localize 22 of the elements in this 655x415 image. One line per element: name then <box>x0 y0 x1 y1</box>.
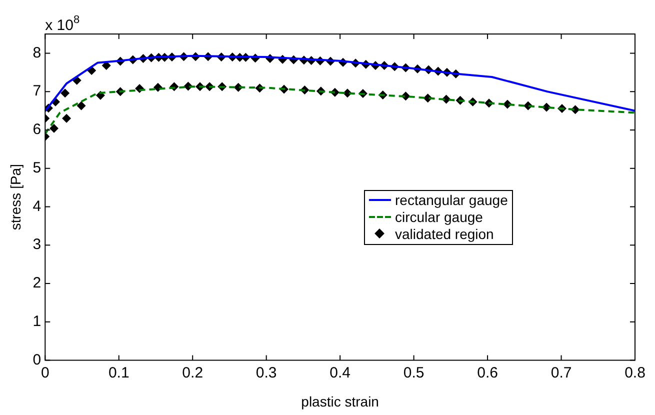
x-tick-label: 0.3 <box>256 364 277 382</box>
y-tick-label: 6 <box>32 121 42 138</box>
y-tick-label: 4 <box>32 198 42 215</box>
y-tick-label: 3 <box>32 236 42 254</box>
y-tick-label: 7 <box>32 82 42 100</box>
y-axis-title: stress [Pa] <box>7 164 24 230</box>
x-tick-label: 0.4 <box>330 364 350 382</box>
y-tick-label: 8 <box>32 44 42 62</box>
y-tick-label: 2 <box>32 274 42 292</box>
legend-label: circular gauge <box>395 209 483 226</box>
y-tick-label: 5 <box>32 159 42 176</box>
x-tick-label: 0.7 <box>550 364 572 382</box>
x-tick-label: 0.2 <box>182 364 204 382</box>
x-tick-label: 0.1 <box>108 364 130 382</box>
y-tick-label: 0 <box>32 351 42 368</box>
x-axis-title: plastic strain <box>301 393 379 410</box>
legend-label: validated region <box>395 226 494 242</box>
legend-label: rectangular gauge <box>395 192 508 208</box>
x-tick-label: 0.6 <box>477 364 498 382</box>
y-tick-label: 1 <box>32 312 42 330</box>
x-tick-label: 0.8 <box>624 364 646 382</box>
x-tick-label: 0.5 <box>403 364 424 382</box>
